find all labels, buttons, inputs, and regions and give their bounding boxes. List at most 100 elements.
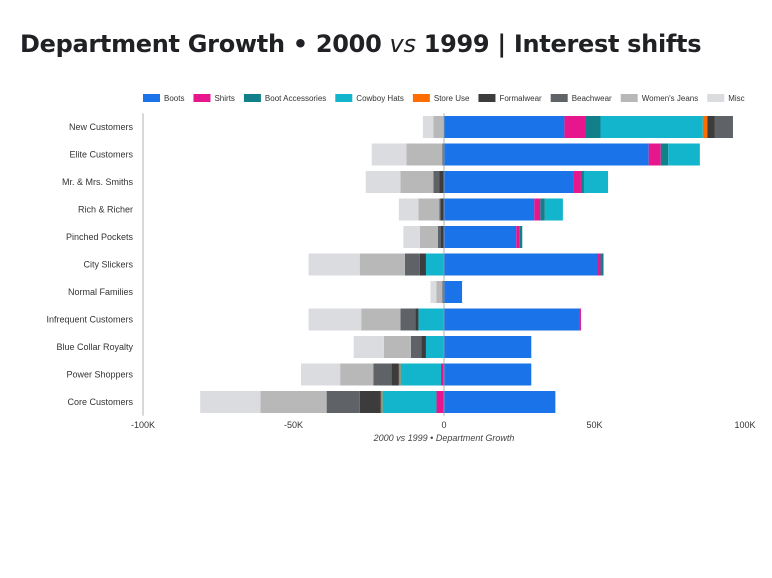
bar-power-shoppers-women-s-jeans [340,363,374,386]
bar-mr-mrs-smiths-misc [365,171,401,193]
bar-infrequent-customers-cowboy-hats [418,308,444,331]
title-text-part1: Department Growth • 2000 [20,30,390,58]
legend-swatch-store-use [412,94,430,102]
legend-swatch-boots [143,94,160,102]
x-tick-label: -100K [131,420,155,430]
bar-pinched-pockets-boot-accessories [519,226,523,248]
bar-rich-richer-women-s-jeans [418,198,440,221]
bar-power-shoppers-misc [301,363,341,386]
bar-infrequent-customers-shirts [579,308,581,331]
category-label-core-customers: Core Customers [67,397,133,407]
bar-normal-families-beachwear [442,281,444,303]
x-tick-label: 100K [734,420,755,430]
x-tick-label: -50K [284,420,303,430]
bar-infrequent-customers-boots [444,308,580,331]
bar-power-shoppers-boots [444,363,532,386]
legend-swatch-beachwear [550,94,568,102]
bar-power-shoppers-store-use [398,363,401,386]
bar-power-shoppers-shirts [440,363,444,386]
bar-new-customers-beachwear [714,116,733,138]
category-label-normal-families: Normal Families [68,287,134,297]
bar-pinched-pockets-beachwear [437,226,441,248]
bar-normal-families-misc [430,281,437,303]
category-label-city-slickers: City Slickers [83,260,133,270]
legend-label-store-use: Store Use [434,94,470,103]
bar-new-customers-shirts [564,116,586,138]
bar-mr-mrs-smiths-beachwear [433,171,440,193]
bar-elite-customers-shirts [648,143,661,166]
bar-elite-customers-boots [444,143,649,166]
bar-new-customers-misc [422,116,434,138]
bar-blue-collar-royalty-misc [353,336,384,358]
bar-city-slickers-cowboy-hats [425,253,444,276]
bar-city-slickers-formalwear [419,253,426,276]
bar-city-slickers-shirts [597,253,601,276]
legend-label-misc: Misc [728,94,744,103]
bar-power-shoppers-beachwear [373,363,392,386]
category-label-elite-customers: Elite Customers [69,150,133,160]
bar-rich-richer-boots [444,198,535,221]
bar-city-slickers-misc [308,253,360,276]
bar-pinched-pockets-misc [403,226,420,248]
chart-bars [200,116,733,413]
category-label-blue-collar-royalty: Blue Collar Royalty [56,342,133,352]
bar-core-customers-boots [444,391,556,413]
legend-label-boots: Boots [164,94,184,103]
legend-label-beachwear: Beachwear [572,94,612,103]
bar-elite-customers-beachwear [442,143,444,166]
bar-rich-richer-misc [398,198,419,221]
bar-rich-richer-formalwear [440,198,444,221]
bar-city-slickers-women-s-jeans [359,253,405,276]
bar-pinched-pockets-boots [444,226,517,248]
chart-title: Department Growth • 2000 vs 1999 | Inter… [20,30,701,58]
bar-core-customers-beachwear [326,391,360,413]
bar-blue-collar-royalty-cowboy-hats [425,336,444,358]
bar-blue-collar-royalty-beachwear [410,336,422,358]
bar-mr-mrs-smiths-boots [444,171,574,193]
category-label-pinched-pockets: Pinched Pockets [66,232,134,242]
category-label-power-shoppers: Power Shoppers [66,370,133,380]
x-axis-title: 2000 vs 1999 • Department Growth [373,433,515,443]
bar-city-slickers-boot-accessories [600,253,604,276]
legend-label-boot-accessories: Boot Accessories [265,94,326,103]
legend-swatch-boot-accessories [243,94,261,102]
bar-new-customers-store-use [702,116,708,138]
bar-rich-richer-boot-accessories [540,198,545,221]
bar-rich-richer-beachwear [439,198,441,221]
bar-elite-customers-misc [371,143,407,166]
bar-pinched-pockets-shirts [516,226,520,248]
legend-swatch-cowboy-hats [335,94,353,102]
title-text-vs: vs [389,30,416,58]
category-label-mr-mrs-smiths: Mr. & Mrs. Smiths [62,177,134,187]
bar-infrequent-customers-beachwear [400,308,416,331]
bar-rich-richer-cowboy-hats [544,198,563,221]
legend-label-women-s-jeans: Women's Jeans [642,94,699,103]
bar-mr-mrs-smiths-formalwear [439,171,444,193]
bar-core-customers-misc [200,391,261,413]
bar-infrequent-customers-misc [308,308,362,331]
bar-new-customers-cowboy-hats [600,116,703,138]
category-label-new-customers: New Customers [69,122,134,132]
bar-core-customers-shirts [436,391,444,413]
bar-blue-collar-royalty-boots [444,336,532,358]
bar-new-customers-boots [444,116,565,138]
title-text-part2: 1999 | Interest shifts [415,30,702,58]
bar-mr-mrs-smiths-boot-accessories [580,171,584,193]
bar-rich-richer-shirts [534,198,541,221]
bar-mr-mrs-smiths-shirts [573,171,581,193]
category-label-infrequent-customers: Infrequent Customers [46,315,133,325]
legend-swatch-shirts [193,94,211,102]
legend-label-cowboy-hats: Cowboy Hats [356,94,404,103]
bar-power-shoppers-cowboy-hats [400,363,441,386]
bar-elite-customers-women-s-jeans [406,143,443,166]
x-tick-label: 0 [441,420,446,430]
chart-legend: Boots Shirts Boot Accessories Cowboy Hats St… [143,94,745,103]
bar-normal-families-boots [444,281,463,303]
x-axis-ticks: -100K -50K 0 50K 100K [131,420,756,430]
bar-pinched-pockets-women-s-jeans [419,226,438,248]
bar-new-customers-formalwear [707,116,715,138]
bar-infrequent-customers-formalwear [415,308,419,331]
legend-swatch-formalwear [478,94,496,102]
legend-label-formalwear: Formalwear [499,94,542,103]
bar-new-customers-women-s-jeans [433,116,444,138]
